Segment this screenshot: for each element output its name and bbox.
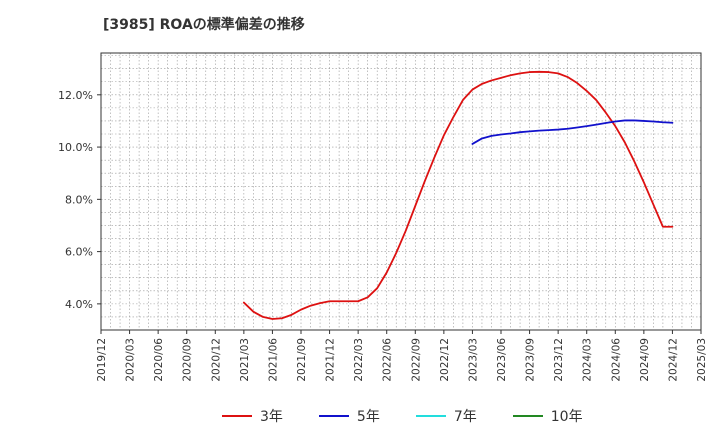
- x-tick-label: 2020/12: [210, 338, 222, 382]
- chart-legend: 3年 5年 7年 10年: [222, 406, 583, 426]
- y-tick-label: 6.0%: [65, 246, 93, 259]
- x-tick-label: 2023/06: [496, 338, 508, 382]
- legend-label-7y: 7年: [453, 409, 477, 425]
- series-line-3y: [242, 70, 674, 320]
- x-tick-label: 2022/03: [353, 338, 365, 382]
- x-tick-label: 2024/12: [667, 338, 679, 382]
- legend-label-10y: 10年: [550, 409, 583, 425]
- x-tick-label: 2023/12: [553, 338, 565, 382]
- x-tick-label: 2024/09: [639, 338, 651, 382]
- x-tick-label: 2022/12: [439, 338, 451, 382]
- y-tick-label: 10.0%: [58, 141, 93, 154]
- legend-item-3y: 3年: [222, 406, 283, 426]
- legend-item-7y: 7年: [415, 406, 477, 426]
- x-tick-label: 2023/09: [525, 338, 537, 382]
- legend-swatch-3y: [222, 415, 252, 417]
- x-tick-label: 2019/12: [96, 338, 108, 382]
- x-tick-label: 2024/06: [610, 338, 622, 382]
- chart-title: [3985] ROAの標準偏差の推移: [103, 17, 305, 33]
- plot-area: [101, 53, 701, 330]
- x-tick-label: 2020/06: [153, 338, 165, 382]
- legend-label-3y: 3年: [260, 409, 283, 425]
- x-tick-label: 2021/09: [296, 338, 308, 382]
- y-tick-label: 4.0%: [65, 298, 93, 311]
- x-tick-label: 2021/06: [267, 338, 279, 382]
- y-tick-label: 8.0%: [65, 193, 93, 206]
- legend-item-5y: 5年: [318, 406, 380, 426]
- legend-swatch-5y: [318, 415, 349, 417]
- x-tick-label: 2021/12: [325, 338, 337, 382]
- plot-frame: [100, 52, 702, 331]
- legend-swatch-7y: [415, 415, 446, 417]
- x-tick-label: 2025/03: [696, 338, 708, 382]
- x-tick-label: 2022/06: [382, 338, 394, 382]
- series-line-5y: [471, 119, 674, 145]
- x-tick-label: 2022/09: [410, 338, 422, 382]
- y-tick-label: 12.0%: [58, 89, 93, 102]
- legend-item-10y: 10年: [512, 406, 583, 426]
- legend-swatch-10y: [512, 415, 543, 417]
- legend-label-5y: 5年: [356, 409, 380, 425]
- x-tick-label: 2023/03: [467, 338, 479, 382]
- x-tick-label: 2021/03: [239, 338, 251, 382]
- x-tick-label: 2024/03: [582, 338, 594, 382]
- x-tick-label: 2020/03: [125, 338, 137, 382]
- x-tick-label: 2020/09: [182, 338, 194, 382]
